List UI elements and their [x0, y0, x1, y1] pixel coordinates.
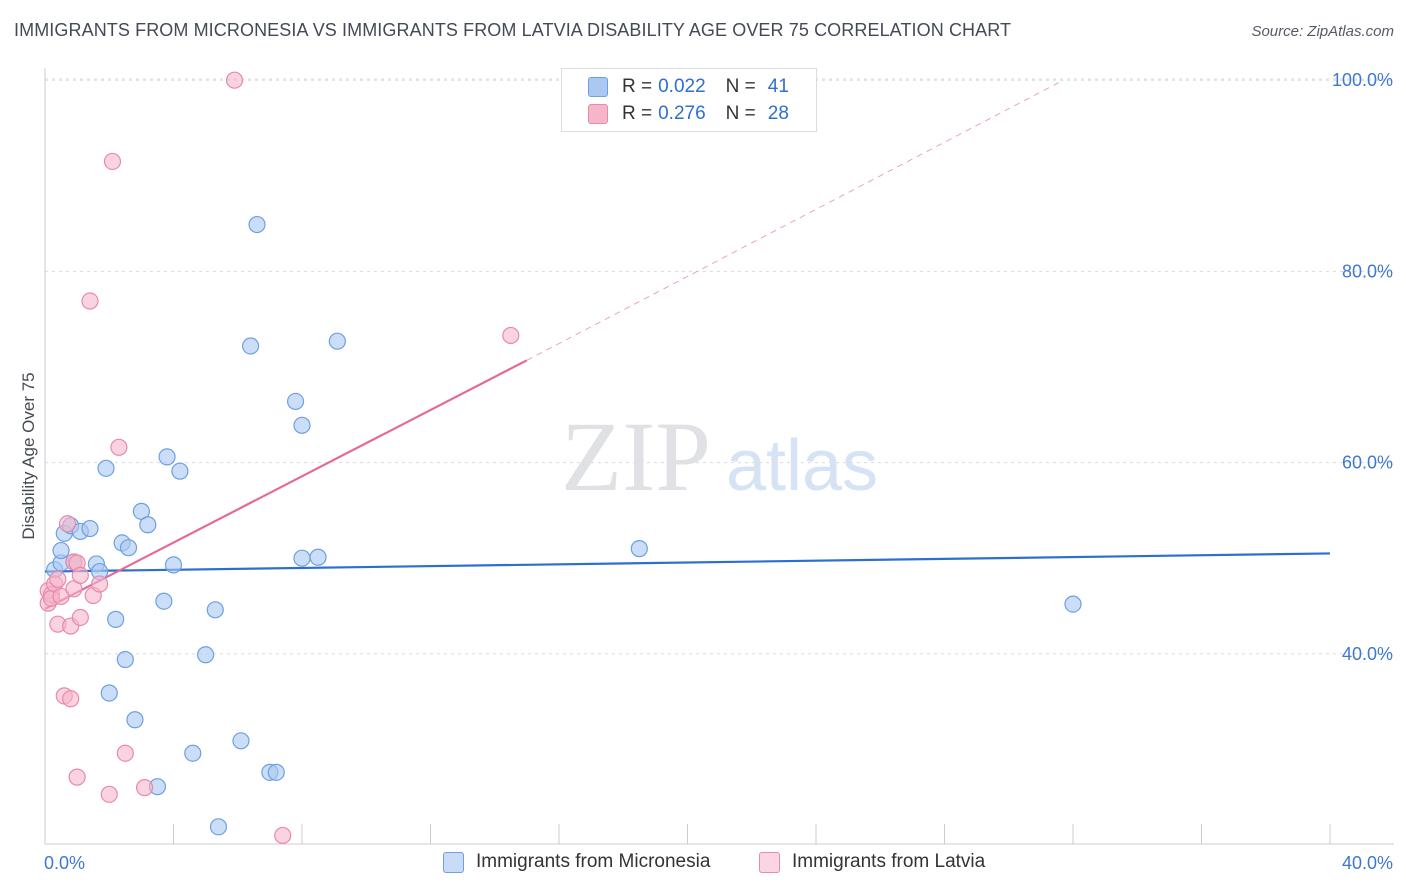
y-tick-label: 40.0% — [1342, 644, 1393, 664]
bottom-legend-latvia: Immigrants from Latvia — [759, 851, 985, 873]
grid-layer — [45, 78, 1394, 655]
legend: R = 0.022 N = 41 R = 0.276 N = 28 — [561, 68, 817, 132]
point-micronesia — [309, 548, 327, 566]
point-micronesia — [242, 337, 260, 355]
bottom-legend-label: Immigrants from Micronesia — [476, 851, 711, 872]
axis-layer — [44, 68, 1394, 845]
point-latvia — [62, 690, 80, 708]
point-latvia — [225, 71, 244, 89]
point-micronesia — [286, 392, 305, 411]
legend-n-value: 41 — [767, 76, 789, 97]
point-micronesia — [158, 448, 176, 466]
point-latvia — [110, 438, 128, 456]
point-latvia — [502, 326, 520, 345]
points-layer — [39, 71, 1082, 845]
point-latvia — [100, 785, 118, 803]
trend-line-micronesia — [44, 552, 1331, 573]
point-micronesia — [1064, 595, 1082, 613]
x-tick-label: 40.0% — [1342, 853, 1393, 873]
y-tick-label: 60.0% — [1342, 453, 1393, 473]
point-latvia — [58, 515, 77, 533]
point-micronesia — [630, 540, 648, 558]
point-micronesia — [164, 556, 183, 574]
point-latvia — [71, 608, 89, 627]
chart-title: IMMIGRANTS FROM MICRONESIA VS IMMIGRANTS… — [14, 20, 1012, 40]
point-latvia — [91, 575, 109, 593]
trend-line-latvia — [44, 359, 528, 610]
point-latvia — [274, 826, 292, 845]
bottom-legend-micronesia: Immigrants from Micronesia — [443, 851, 710, 873]
legend-r-value: 0.276 — [658, 103, 706, 124]
point-latvia — [116, 744, 134, 762]
labels-layer: 40.0% 60.0% 80.0% 100.0% 0.0% 40.0% — [44, 70, 1393, 873]
y-tick-label: 100.0% — [1332, 70, 1393, 90]
point-latvia — [71, 566, 89, 585]
point-latvia — [103, 152, 122, 171]
point-micronesia — [119, 539, 138, 557]
point-micronesia — [116, 650, 134, 669]
watermark-atlas: atlas — [726, 426, 878, 506]
watermark-zip: ZIP — [561, 401, 711, 512]
point-latvia — [135, 779, 154, 797]
point-micronesia — [126, 711, 144, 729]
legend-swatch-micronesia — [588, 77, 608, 97]
legend-r-value: 0.022 — [658, 76, 706, 97]
point-micronesia — [184, 744, 202, 762]
point-micronesia — [155, 592, 173, 610]
point-micronesia — [139, 516, 157, 534]
source-label: Source: ZipAtlas.com — [1251, 23, 1394, 40]
legend-r-label: R = — [622, 103, 653, 124]
point-micronesia — [197, 646, 215, 664]
trend-layer — [44, 79, 1331, 610]
point-micronesia — [107, 610, 125, 628]
legend-row-latvia: R = 0.276 N = 28 — [588, 102, 789, 126]
point-latvia — [52, 587, 70, 606]
legend-n-label: N = — [725, 76, 756, 97]
point-latvia — [81, 292, 99, 310]
legend-r-label: R = — [622, 76, 653, 97]
bottom-legend-label: Immigrants from Latvia — [792, 851, 986, 872]
point-micronesia — [100, 684, 118, 702]
point-micronesia — [328, 332, 346, 350]
bottom-legend-swatch-micronesia — [443, 851, 464, 873]
legend-n-label: N = — [725, 103, 756, 124]
point-micronesia — [267, 763, 285, 781]
point-micronesia — [52, 541, 70, 560]
point-micronesia — [248, 215, 266, 234]
y-tick-label: 80.0% — [1342, 261, 1393, 281]
bottom-legend-swatch-latvia — [759, 851, 780, 873]
legend-row-micronesia: R = 0.022 N = 41 — [588, 75, 789, 99]
point-micronesia — [97, 459, 115, 477]
point-micronesia — [209, 818, 228, 836]
x-tick-label: 0.0% — [44, 853, 85, 873]
point-micronesia — [81, 519, 99, 538]
point-latvia — [68, 768, 86, 786]
point-micronesia — [293, 549, 311, 567]
point-micronesia — [293, 416, 311, 434]
point-micronesia — [206, 601, 224, 619]
legend-n-value: 28 — [767, 103, 789, 124]
point-latvia — [49, 570, 67, 588]
y-axis-label: Disability Age Over 75 — [19, 372, 38, 539]
watermark: ZIP atlas — [561, 401, 878, 512]
point-micronesia — [171, 462, 189, 480]
point-micronesia — [232, 732, 250, 750]
legend-swatch-latvia — [588, 104, 608, 124]
trend-line-latvia-extension — [526, 79, 1064, 361]
